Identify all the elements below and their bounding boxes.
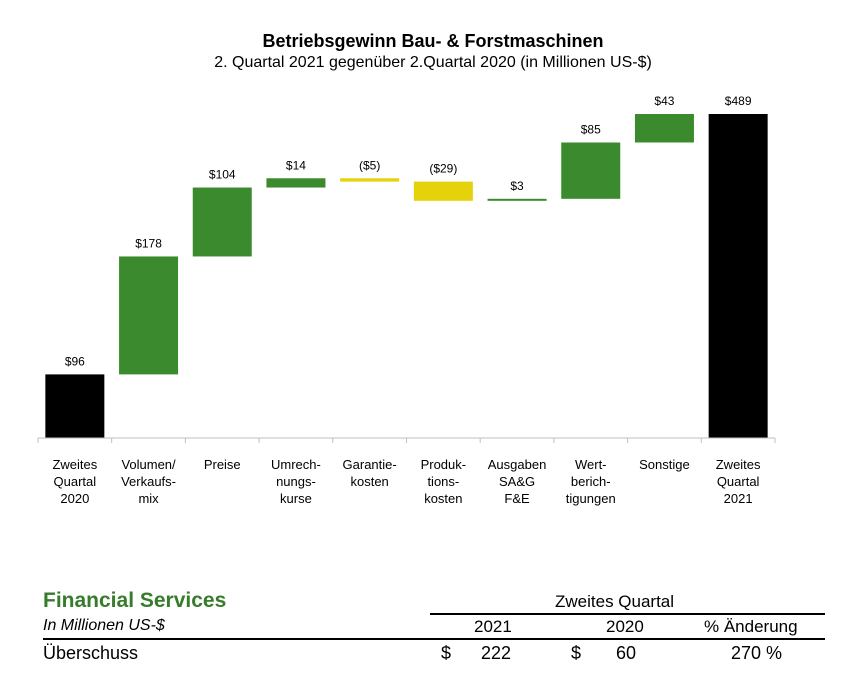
data-label-3: $14: [286, 158, 306, 172]
bar-3: [266, 178, 326, 188]
row-label-surplus: Überschuss: [43, 643, 139, 663]
waterfall-chart: $96 $178 $104 $14 ($5) ($29) $3 $85 $43 $489: [37, 94, 776, 443]
data-label-0: $96: [65, 354, 85, 368]
period-header: Zweites Quartal: [555, 592, 675, 611]
bar-6: [487, 198, 547, 201]
bar-9: [708, 114, 768, 438]
currency-2020: $: [571, 643, 582, 663]
data-label-7: $85: [581, 122, 601, 136]
data-label-8: $43: [654, 94, 674, 108]
col-change-header: % Änderung: [704, 617, 798, 636]
col-2020-header: 2020: [606, 617, 644, 636]
category-label-7: Wert- berich- tigungen: [565, 457, 616, 506]
category-label-8: Sonstige: [639, 457, 690, 472]
bars-layer: [45, 114, 768, 438]
category-label-3: Umrech- nungs- kurse: [271, 457, 321, 506]
category-label-2: Preise: [203, 457, 241, 472]
bar-2: [192, 187, 252, 257]
bar-4: [340, 178, 400, 182]
bar-0: [45, 374, 105, 438]
value-2020: 60: [616, 643, 637, 663]
category-label-1: Volumen/ Verkaufs- mix: [121, 457, 176, 506]
financial-services-title: Financial Services: [43, 589, 227, 612]
bar-5: [413, 181, 473, 201]
data-label-1: $178: [135, 236, 162, 250]
header-underline: [43, 638, 825, 640]
axis-layer: [37, 437, 776, 443]
bar-7: [561, 142, 621, 199]
data-label-9: $489: [725, 94, 752, 108]
value-change: 270 %: [731, 643, 783, 663]
chart-subtitle: 2. Quartal 2021 gegenüber 2.Quartal 2020…: [214, 54, 652, 71]
data-label-4: ($5): [359, 158, 380, 172]
bar-8: [634, 114, 694, 143]
value-2021: 222: [481, 643, 512, 663]
data-label-2: $104: [209, 168, 236, 182]
category-label-6: Ausgaben SA&G F&E: [487, 457, 547, 506]
category-label-4: Garantie- kosten: [342, 457, 397, 489]
category-label-5: Produk- tions- kosten: [420, 457, 467, 506]
chart-title: Betriebsgewinn Bau- & Forstmaschinen: [262, 31, 604, 51]
financial-services-subtitle: In Millionen US-$: [43, 617, 165, 634]
data-label-6: $3: [510, 179, 524, 193]
period-underline: [430, 613, 825, 615]
labels-layer: $96 $178 $104 $14 ($5) ($29) $3 $85 $43 $489: [65, 94, 752, 368]
col-2021-header: 2021: [474, 617, 512, 636]
category-label-0: Zweites Quartal 2020: [52, 457, 98, 506]
currency-2021: $: [441, 643, 452, 663]
category-label-9: Zweites Quartal 2021: [715, 457, 761, 506]
bar-1: [119, 256, 179, 375]
data-label-5: ($29): [429, 162, 457, 176]
